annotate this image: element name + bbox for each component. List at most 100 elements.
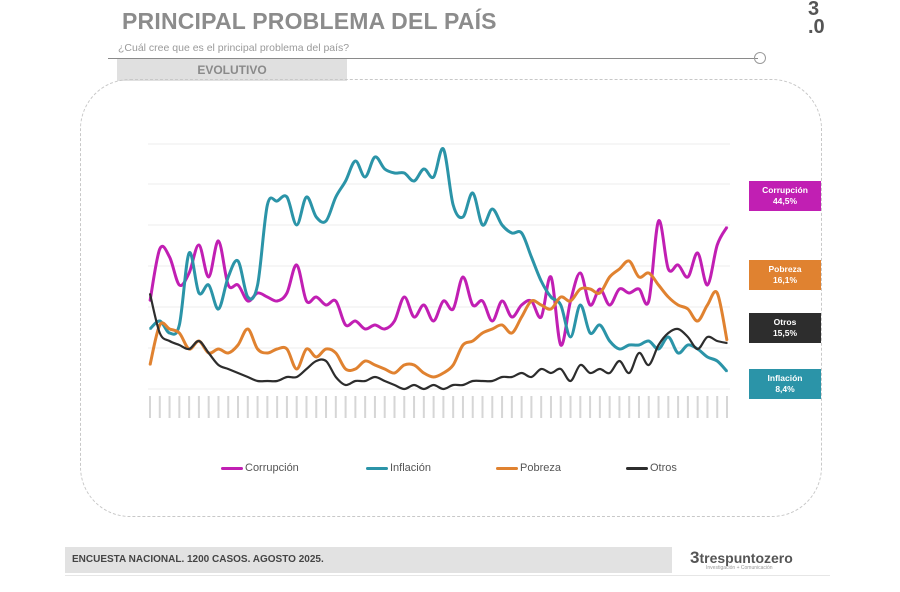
x-tick-mark [295,396,298,418]
data-point [168,340,171,342]
data-point [638,276,640,278]
end-label-value: 16,1% [772,275,798,285]
data-point [569,300,572,302]
data-point [511,376,513,378]
data-point [383,168,386,170]
data-point [237,344,239,346]
data-point [471,340,474,342]
data-point [579,364,582,366]
data-point [403,296,406,298]
legend-swatch [626,466,648,470]
data-point [246,296,249,298]
data-point [726,370,728,373]
data-point [335,352,337,354]
data-point [706,356,709,358]
data-point [315,216,318,218]
x-tick-mark [334,396,337,418]
data-point [413,316,415,318]
data-point [677,304,679,306]
data-point [550,276,552,278]
legend-swatch [221,466,243,470]
data-point [325,304,327,306]
data-point [618,348,621,350]
data-point [520,316,523,318]
data-point [149,364,151,366]
data-point [364,380,366,382]
x-tick-mark [716,396,719,418]
data-point [687,336,689,338]
data-point [227,368,230,370]
data-point [432,176,435,178]
data-point [511,332,513,334]
data-point [335,300,337,302]
data-point [491,380,494,382]
x-tick-mark [305,396,308,418]
data-point [608,372,611,374]
data-point [559,304,562,306]
x-tick-mark [276,396,279,418]
x-tick-mark [510,396,513,418]
x-tick-mark [579,396,582,418]
data-point [677,352,679,354]
data-point [716,340,719,342]
question-subtitle: ¿Cuál cree que es el principal problema … [118,42,350,54]
x-tick-mark [178,396,181,418]
x-tick-mark [325,396,328,418]
data-point [481,224,484,226]
data-point [413,364,415,366]
legend-item-inflacion: Inflación [366,462,431,474]
data-point [178,324,181,326]
data-point [423,168,425,170]
data-point [286,292,288,294]
data-point [364,176,366,178]
data-point [696,320,699,322]
x-tick-mark [207,396,210,418]
legend-item-corrupcion: Corrupción [221,462,299,474]
data-point [647,340,650,342]
data-point [442,388,445,390]
data-point [550,296,552,298]
data-point [452,384,454,386]
data-point [354,320,357,322]
series-line-otros [148,293,728,391]
end-label-inflacion: Inflación 8,4% [749,369,821,399]
data-point [403,364,406,366]
x-tick-mark [657,396,660,418]
data-point [432,376,435,378]
data-point [559,344,562,346]
end-label-corrupcion: Corrupción 44,5% [749,181,821,211]
footer-divider [65,575,830,576]
x-tick-mark [696,396,699,418]
legend-label: Corrupción [245,462,299,474]
data-point [423,388,425,390]
data-point [256,292,259,294]
data-point [432,320,435,322]
data-point [638,288,640,290]
data-point [462,276,464,278]
x-tick-mark [686,396,689,418]
data-point [608,304,611,306]
data-point [354,380,357,382]
data-point [423,372,425,374]
brand-name: trespuntozero [699,550,793,566]
data-point [403,388,406,390]
x-tick-mark [393,396,396,418]
data-point [256,284,259,286]
divider-end-icon [754,52,766,64]
data-point [471,304,474,306]
data-point [618,360,621,362]
section-label: EVOLUTIVO [117,59,347,81]
x-tick-mark [364,396,367,418]
data-point [295,368,298,370]
data-point [442,372,445,374]
series-line-inflación [148,147,729,373]
legend-swatch [366,466,388,470]
data-point [501,376,503,378]
x-tick-mark [383,396,386,418]
data-point [315,296,318,298]
data-point [540,316,542,318]
data-point [667,332,670,334]
data-point [726,339,728,342]
x-tick-mark [520,396,523,418]
x-tick-mark [403,396,406,418]
